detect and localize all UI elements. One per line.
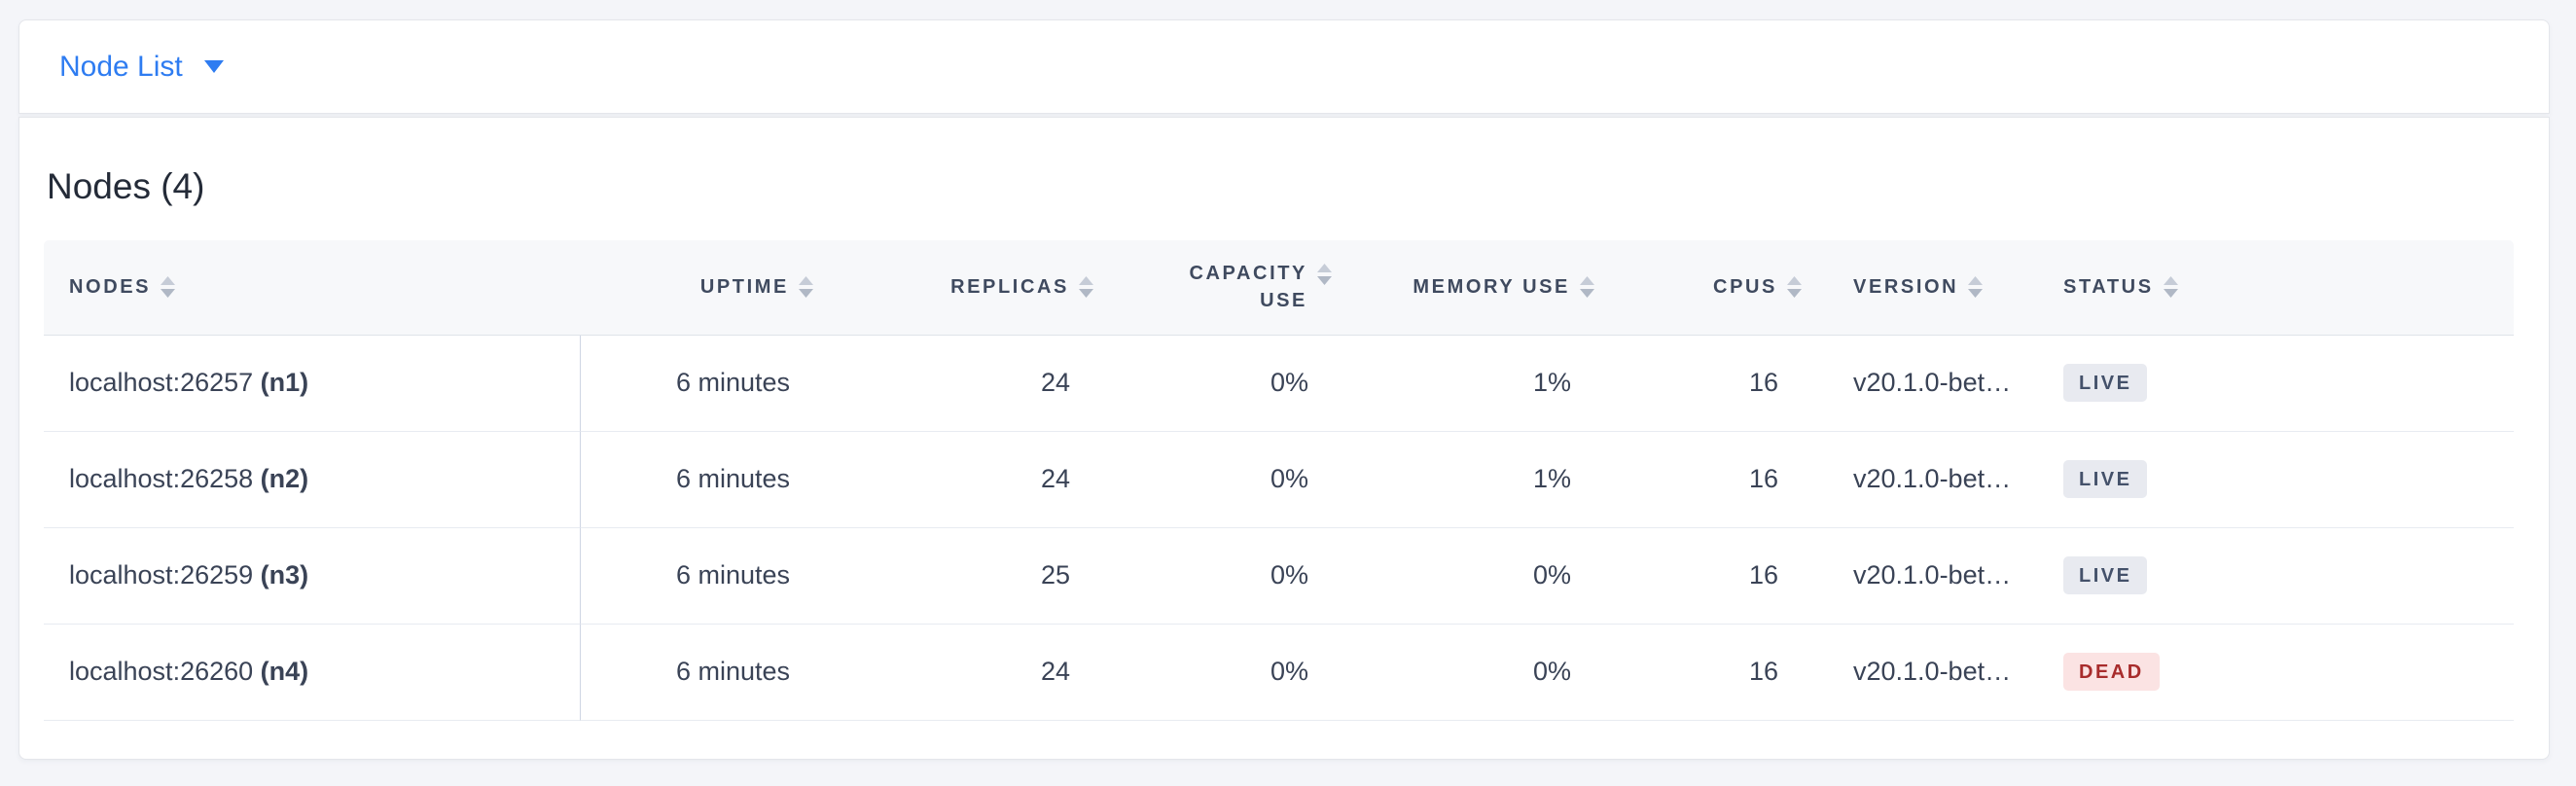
node-address-cell: localhost:26258 (n2) <box>44 431 581 528</box>
column-header-content: VERSION <box>1828 275 2038 299</box>
memory-cell: 0% <box>1358 527 1621 625</box>
sort-icon <box>1317 264 1332 286</box>
version-cell: v20.1.0-bet… <box>1828 431 2038 528</box>
column-header-label: CPUS <box>1713 275 1777 298</box>
caret-down-icon <box>203 60 224 73</box>
status-badge: LIVE <box>2063 556 2148 595</box>
status-cell: DEAD <box>2038 624 2514 721</box>
column-header-version[interactable]: VERSION <box>1828 239 2038 336</box>
column-header-content: UPTIME <box>581 275 840 299</box>
node-address-cell: localhost:26257 (n1) <box>44 335 581 432</box>
column-header-content: MEMORY USE <box>1358 275 1621 299</box>
node-id: (n3) <box>260 560 309 590</box>
table-row: localhost:26258 (n2) 6 minutes 24 0% 1% 16 v20… <box>44 431 2514 528</box>
nodes-table: NODES UPTIME REPLICAS CAPACITY USE MEMORY US… <box>44 239 2514 721</box>
column-header-label: STATUS <box>2063 275 2154 298</box>
column-header-content: REPLICAS <box>840 275 1120 299</box>
sort-icon <box>799 276 813 299</box>
capacity-cell: 0% <box>1120 431 1358 528</box>
status-cell: LIVE <box>2038 335 2514 432</box>
column-header-uptime[interactable]: UPTIME <box>581 239 840 336</box>
node-address-cell: localhost:26259 (n3) <box>44 527 581 625</box>
status-badge: DEAD <box>2063 653 2160 692</box>
column-header-status[interactable]: STATUS <box>2038 239 2514 336</box>
node-list-tab[interactable]: Node List <box>59 50 224 83</box>
sort-icon <box>161 276 176 299</box>
sort-icon <box>1787 276 1802 299</box>
replicas-cell: 24 <box>840 335 1120 432</box>
column-header-label: MEMORY USE <box>1413 275 1570 298</box>
column-header-label: REPLICAS <box>950 275 1069 298</box>
table-row: localhost:26257 (n1) 6 minutes 24 0% 1% 16 v20… <box>44 335 2514 432</box>
column-header-content: NODES <box>44 275 581 299</box>
node-address: localhost:26260 <box>69 657 254 687</box>
capacity-cell: 0% <box>1120 335 1358 432</box>
node-address: localhost:26258 <box>69 464 254 494</box>
tab-bar: Node List <box>18 19 2550 114</box>
node-id: (n2) <box>260 464 309 494</box>
memory-cell: 1% <box>1358 431 1621 528</box>
status-cell: LIVE <box>2038 527 2514 625</box>
status-badge: LIVE <box>2063 364 2148 403</box>
cpus-cell: 16 <box>1621 431 1828 528</box>
node-id: (n1) <box>260 368 309 398</box>
node-address: localhost:26259 <box>69 560 254 590</box>
nodes-count-title: Nodes (4) <box>47 166 205 206</box>
uptime-cell: 6 minutes <box>581 527 840 625</box>
column-header-content: CAPACITY USE <box>1120 260 1358 314</box>
capacity-cell: 0% <box>1120 624 1358 721</box>
column-header-replicas[interactable]: REPLICAS <box>840 239 1120 336</box>
replicas-cell: 24 <box>840 431 1120 528</box>
uptime-cell: 6 minutes <box>581 624 840 721</box>
status-badge: LIVE <box>2063 460 2148 499</box>
memory-cell: 0% <box>1358 624 1621 721</box>
capacity-cell: 0% <box>1120 527 1358 625</box>
node-list-tab-label: Node List <box>59 50 183 83</box>
column-header-cpus[interactable]: CPUS <box>1621 239 1828 336</box>
uptime-cell: 6 minutes <box>581 335 840 432</box>
version-cell: v20.1.0-bet… <box>1828 527 2038 625</box>
table-row: localhost:26259 (n3) 6 minutes 25 0% 0% 16 v20… <box>44 527 2514 625</box>
table-header-row: NODES UPTIME REPLICAS CAPACITY USE MEMORY US… <box>44 239 2514 336</box>
node-address: localhost:26257 <box>69 368 254 398</box>
column-header-label: CAPACITY USE <box>1189 263 1307 312</box>
column-header-label: NODES <box>69 275 152 298</box>
node-id: (n4) <box>260 657 309 687</box>
column-header-content: STATUS <box>2038 275 2514 299</box>
nodes-card: Nodes (4) NODES UPTIME REPLICAS CAPACITY US… <box>18 117 2550 760</box>
memory-cell: 1% <box>1358 335 1621 432</box>
column-header-memory[interactable]: MEMORY USE <box>1358 239 1621 336</box>
cpus-cell: 16 <box>1621 624 1828 721</box>
cpus-cell: 16 <box>1621 335 1828 432</box>
column-header-capacity[interactable]: CAPACITY USE <box>1120 239 1358 336</box>
table-row: localhost:26260 (n4) 6 minutes 24 0% 0% 16 v20… <box>44 624 2514 721</box>
node-address-cell: localhost:26260 (n4) <box>44 624 581 721</box>
column-header-label: VERSION <box>1853 275 1959 298</box>
version-cell: v20.1.0-bet… <box>1828 335 2038 432</box>
sort-icon <box>1968 276 1984 299</box>
sort-icon <box>2163 276 2178 299</box>
column-header-content: CPUS <box>1621 275 1828 299</box>
sort-icon <box>1580 276 1594 299</box>
uptime-cell: 6 minutes <box>581 431 840 528</box>
column-header-label: UPTIME <box>699 275 789 298</box>
sort-icon <box>1079 276 1093 299</box>
replicas-cell: 24 <box>840 624 1120 721</box>
column-header-node[interactable]: NODES <box>44 239 581 336</box>
replicas-cell: 25 <box>840 527 1120 625</box>
status-cell: LIVE <box>2038 431 2514 528</box>
version-cell: v20.1.0-bet… <box>1828 624 2038 721</box>
cpus-cell: 16 <box>1621 527 1828 625</box>
